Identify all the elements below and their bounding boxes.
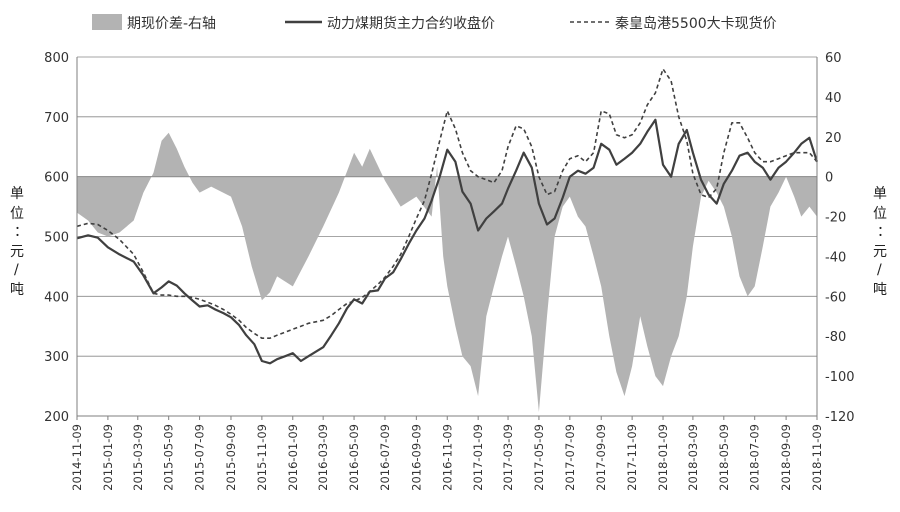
left-unit-char-2: 位 (10, 206, 24, 222)
x-tick-2017-11-09: 2017-11-09 (625, 424, 639, 491)
legend-swatch-basis (92, 14, 122, 30)
x-tick-2015-01-09: 2015-01-09 (101, 424, 115, 491)
left-unit-char-6: 吨 (10, 282, 24, 298)
right-unit-char-3: ： (877, 224, 891, 240)
x-tick-2018-11-09: 2018-11-09 (810, 424, 824, 491)
right-unit-char-1: 单 (873, 186, 887, 202)
x-tick-2017-05-09: 2017-05-09 (532, 424, 546, 491)
x-tick-2018-07-09: 2018-07-09 (748, 424, 762, 491)
x-tick-2017-03-09: 2017-03-09 (501, 424, 515, 491)
left-tick-700: 700 (44, 111, 69, 126)
right-tick--40: -40 (825, 250, 846, 265)
right-axis-ticks: -120 -100 -80 -60 -40 -20 0 20 40 60 (825, 51, 855, 425)
series-futures-line (76, 118, 819, 365)
right-tick-40: 40 (825, 91, 842, 106)
left-tick-600: 600 (44, 171, 69, 186)
legend-label-basis: 期现价差-右轴 (127, 16, 216, 32)
x-tick-2015-11-09: 2015-11-09 (255, 424, 269, 491)
left-tick-200: 200 (44, 410, 69, 425)
left-unit-char-5: / (14, 262, 19, 278)
right-tick--100: -100 (825, 370, 855, 385)
right-tick--80: -80 (825, 330, 846, 345)
x-tick-2016-05-09: 2016-05-09 (347, 424, 361, 491)
left-unit-char-1: 单 (10, 186, 24, 202)
x-tick-2018-01-09: 2018-01-09 (656, 424, 670, 491)
right-unit-label: 单 位 ： 元 / 吨 (873, 186, 891, 298)
left-unit-char-3: ： (14, 224, 28, 240)
x-tick-2016-11-09: 2016-11-09 (440, 424, 454, 491)
x-tick-2015-09-09: 2015-09-09 (224, 424, 238, 491)
legend-label-futures: 动力煤期货主力合约收盘价 (327, 15, 495, 32)
left-tick-300: 300 (44, 350, 69, 365)
left-unit-char-4: 元 (10, 244, 24, 260)
right-tick--60: -60 (825, 290, 846, 305)
left-tick-800: 800 (44, 51, 69, 66)
x-tick-2018-05-09: 2018-05-09 (717, 424, 731, 491)
x-tick-2016-03-09: 2016-03-09 (316, 424, 330, 491)
x-tick-2015-05-09: 2015-05-09 (162, 424, 176, 491)
left-tick-500: 500 (44, 231, 69, 246)
x-tick-2017-01-09: 2017-01-09 (471, 424, 485, 491)
right-unit-char-5: / (877, 262, 882, 278)
right-unit-char-4: 元 (873, 244, 887, 260)
x-tick-2014-11-09: 2014-11-09 (70, 424, 84, 491)
left-unit-label: 单 位 ： 元 / 吨 (10, 186, 28, 298)
left-axis-ticks: 200 300 400 500 600 700 800 (44, 51, 69, 425)
x-tick-2016-09-09: 2016-09-09 (409, 424, 423, 491)
x-tick-2017-09-09: 2017-09-09 (594, 424, 608, 491)
left-tick-400: 400 (44, 290, 69, 305)
x-tick-2015-03-09: 2015-03-09 (131, 424, 145, 491)
right-tick-0: 0 (825, 171, 833, 186)
legend-label-spot: 秦皇岛港5500大卡现货价 (615, 15, 777, 32)
right-tick--120: -120 (825, 410, 855, 425)
x-tick-2016-07-09: 2016-07-09 (378, 424, 392, 491)
x-tick-2018-09-09: 2018-09-09 (779, 424, 793, 491)
price-lines-layer (76, 68, 819, 365)
series-spot-line (76, 68, 818, 340)
legend: 期现价差-右轴 动力煤期货主力合约收盘价 秦皇岛港5500大卡现货价 (92, 14, 777, 32)
basis-area-layer (77, 132, 817, 413)
series-basis-area (77, 132, 817, 413)
x-tick-2017-07-09: 2017-07-09 (563, 424, 577, 491)
x-tick-2015-07-09: 2015-07-09 (193, 424, 207, 491)
right-unit-char-6: 吨 (873, 282, 887, 298)
right-tick-60: 60 (825, 51, 842, 66)
x-tick-2016-01-09: 2016-01-09 (286, 424, 300, 491)
right-unit-char-2: 位 (873, 206, 887, 222)
right-tick-20: 20 (825, 131, 842, 146)
right-tick--20: -20 (825, 211, 846, 226)
x-tick-2018-03-09: 2018-03-09 (686, 424, 700, 491)
x-axis-ticks: 2014-11-09 2015-01-09 2015-03-09 2015-05-09… (70, 416, 824, 491)
